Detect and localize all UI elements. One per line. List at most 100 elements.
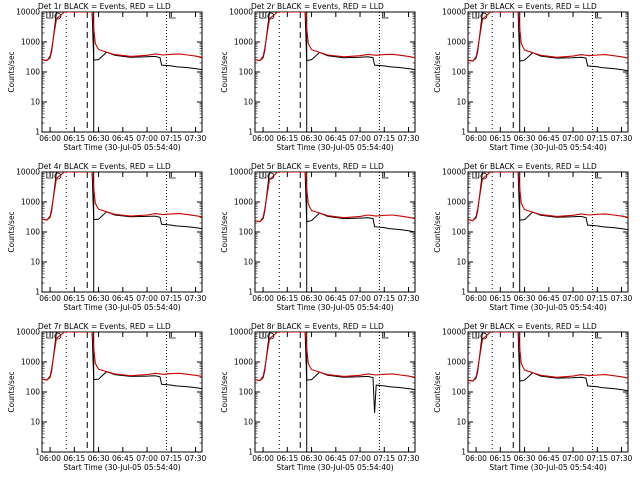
x-tick-label: 06:15 — [490, 134, 512, 143]
marker-flag — [595, 332, 602, 339]
x-tick-label: 07:15 — [160, 294, 182, 303]
x-tick-label: 06:00 — [252, 294, 274, 303]
y-tick-label: 1 — [248, 128, 253, 137]
lld-series-line — [255, 12, 415, 62]
x-tick-label: 07:30 — [185, 294, 207, 303]
x-tick-label: 06:30 — [301, 294, 323, 303]
marker-flag — [472, 332, 480, 339]
x-tick-label: 06:00 — [252, 454, 274, 463]
panel-title: Det 5r BLACK = Events, RED = LLD — [251, 162, 384, 171]
marker-circle — [54, 172, 62, 180]
marker-flag — [259, 332, 267, 339]
y-axis-label: Counts/sec — [220, 211, 229, 252]
y-tick-label: 100 — [26, 228, 41, 237]
x-tick-label: 07:00 — [349, 454, 371, 463]
x-axis-label: Start Time (30-Jul-05 05:54:40) — [489, 143, 606, 152]
x-tick-label: 07:30 — [398, 134, 420, 143]
x-tick-label: 06:00 — [252, 134, 274, 143]
x-tick-label: 06:15 — [64, 454, 86, 463]
x-tick-label: 06:45 — [112, 454, 134, 463]
x-tick-label: 07:00 — [562, 134, 584, 143]
y-tick-label: 1 — [248, 448, 253, 457]
x-tick-label: 06:45 — [538, 454, 560, 463]
x-tick-label: 06:30 — [514, 454, 536, 463]
y-tick-label: 10000 — [16, 8, 40, 17]
x-tick-label: 06:30 — [88, 454, 110, 463]
y-tick-label: 1000 — [447, 198, 466, 207]
x-tick-label: 06:30 — [514, 294, 536, 303]
x-tick-label: 07:15 — [160, 134, 182, 143]
x-tick-label: 07:00 — [562, 454, 584, 463]
y-tick-label: 100 — [239, 228, 254, 237]
x-tick-label: 07:15 — [586, 134, 608, 143]
y-tick-label: 100 — [239, 68, 254, 77]
y-tick-label: 10 — [30, 258, 40, 267]
panel-title: Det 1r BLACK = Events, RED = LLD — [38, 2, 171, 11]
marker-flag — [169, 12, 176, 19]
y-tick-label: 10000 — [229, 328, 253, 337]
marker-flag — [46, 172, 54, 179]
y-tick-label: 10000 — [16, 328, 40, 337]
x-axis-label: Start Time (30-Jul-05 05:54:40) — [63, 303, 180, 312]
y-tick-label: 100 — [26, 388, 41, 397]
y-tick-label: 1 — [35, 448, 40, 457]
marker-flag — [595, 12, 602, 19]
x-tick-label: 06:00 — [39, 454, 61, 463]
marker-circle — [267, 332, 275, 340]
panel-title: Det 2r BLACK = Events, RED = LLD — [251, 2, 384, 11]
x-axis-label: Start Time (30-Jul-05 05:54:40) — [489, 303, 606, 312]
y-tick-label: 1000 — [21, 358, 40, 367]
x-tick-label: 06:30 — [88, 294, 110, 303]
x-tick-label: 07:00 — [349, 294, 371, 303]
x-tick-label: 06:45 — [538, 134, 560, 143]
y-tick-label: 100 — [452, 228, 467, 237]
panel-title: Det 6r BLACK = Events, RED = LLD — [464, 162, 597, 171]
y-tick-label: 10 — [30, 98, 40, 107]
y-tick-label: 10000 — [442, 328, 466, 337]
y-tick-label: 10000 — [442, 168, 466, 177]
y-tick-label: 10 — [456, 418, 466, 427]
y-tick-label: 1000 — [234, 38, 253, 47]
x-tick-label: 07:00 — [136, 454, 158, 463]
x-tick-label: 07:15 — [586, 294, 608, 303]
y-tick-label: 100 — [26, 68, 41, 77]
marker-circle — [267, 12, 275, 20]
y-tick-label: 10000 — [229, 168, 253, 177]
y-tick-label: 1000 — [447, 358, 466, 367]
marker-circle — [480, 172, 488, 180]
x-axis-label: Start Time (30-Jul-05 05:54:40) — [276, 143, 393, 152]
y-tick-label: 10000 — [442, 8, 466, 17]
y-tick-label: 100 — [452, 388, 467, 397]
y-tick-label: 1000 — [234, 198, 253, 207]
y-axis-label: Counts/sec — [7, 211, 16, 252]
marker-flag — [259, 172, 267, 179]
y-tick-label: 10 — [456, 258, 466, 267]
y-tick-label: 10 — [243, 258, 253, 267]
panel-title: Det 7r BLACK = Events, RED = LLD — [38, 322, 171, 331]
detector-panel-9: Det 9r BLACK = Events, RED = LLD 1 10 100 10… — [433, 322, 633, 472]
marker-flag — [382, 172, 389, 179]
x-tick-label: 06:15 — [490, 454, 512, 463]
x-tick-label: 07:00 — [349, 134, 371, 143]
marker-flag — [169, 332, 176, 339]
x-tick-label: 06:45 — [325, 134, 347, 143]
lld-series-line — [42, 332, 202, 381]
x-tick-label: 06:30 — [301, 134, 323, 143]
lld-series-line — [42, 12, 202, 62]
x-tick-label: 06:45 — [325, 294, 347, 303]
x-tick-label: 06:00 — [39, 134, 61, 143]
lld-series-line — [468, 172, 628, 222]
y-tick-label: 10 — [243, 418, 253, 427]
y-tick-label: 1 — [461, 288, 466, 297]
x-tick-label: 06:15 — [277, 454, 299, 463]
y-tick-label: 1 — [461, 448, 466, 457]
x-tick-label: 06:45 — [112, 134, 134, 143]
x-tick-label: 06:15 — [490, 294, 512, 303]
marker-flag — [259, 12, 267, 19]
y-tick-label: 10 — [456, 98, 466, 107]
marker-flag — [472, 12, 480, 19]
x-axis-label: Start Time (30-Jul-05 05:54:40) — [489, 463, 606, 472]
x-tick-label: 07:00 — [562, 294, 584, 303]
x-axis-label: Start Time (30-Jul-05 05:54:40) — [63, 463, 180, 472]
